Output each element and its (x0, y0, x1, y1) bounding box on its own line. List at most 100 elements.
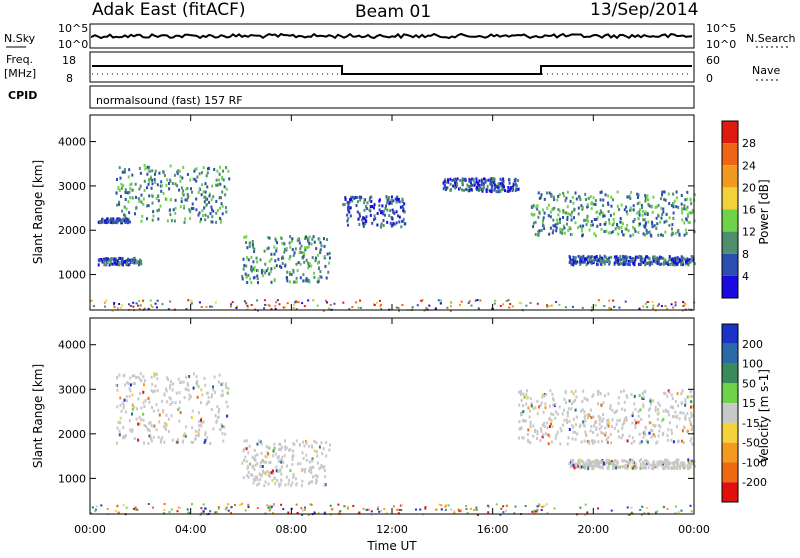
data-cell (244, 272, 247, 276)
data-cell (551, 425, 554, 429)
data-cell (129, 261, 132, 264)
data-cell (383, 507, 386, 510)
noise-tick-bottom-left: 10^0 (58, 38, 88, 51)
data-cell (389, 221, 392, 225)
data-cell (103, 263, 106, 267)
data-cell (627, 229, 630, 233)
data-cell (386, 199, 389, 202)
data-cell (256, 274, 259, 278)
data-cell (206, 171, 209, 175)
data-cell (398, 215, 401, 219)
data-cell (634, 407, 637, 411)
data-cell (584, 419, 587, 423)
data-cell (348, 206, 351, 210)
data-cell (215, 419, 218, 423)
data-cell (239, 504, 242, 507)
data-cell (595, 459, 598, 463)
data-cell (157, 435, 160, 439)
data-cell (145, 424, 147, 428)
data-cell (301, 479, 304, 483)
data-cell (370, 510, 373, 513)
data-cell (156, 209, 159, 213)
data-cell (263, 460, 266, 464)
data-cell (681, 389, 684, 393)
data-cell (586, 214, 589, 218)
data-cell (643, 225, 646, 229)
data-cell (670, 438, 673, 442)
data-cell (616, 419, 619, 423)
data-cell (598, 212, 601, 216)
data-cell (463, 188, 466, 192)
data-cell (466, 188, 469, 192)
data-cell (263, 249, 266, 253)
data-cell (378, 204, 381, 208)
data-cell (315, 247, 318, 251)
data-cell (149, 421, 152, 425)
data-cell (569, 461, 572, 465)
data-cell (134, 506, 137, 509)
data-cell (118, 303, 121, 305)
data-cell (572, 417, 575, 421)
data-cell (636, 192, 639, 196)
data-cell (216, 415, 219, 419)
data-cell (610, 255, 613, 259)
data-cell (443, 180, 446, 183)
data-cell (283, 454, 286, 458)
data-cell (660, 206, 663, 210)
data-cell (124, 188, 127, 192)
data-cell (583, 396, 586, 400)
data-cell (676, 230, 679, 234)
data-cell (524, 419, 527, 423)
data-cell (297, 301, 300, 304)
data-cell (597, 463, 599, 467)
data-cell (266, 504, 269, 507)
data-cell (192, 372, 195, 376)
data-cell (288, 241, 291, 245)
data-cell (236, 305, 238, 308)
data-cell (447, 180, 450, 184)
nave-label: Nave (752, 64, 780, 77)
data-cell (579, 260, 582, 264)
data-cell (639, 208, 642, 212)
data-cell (526, 433, 529, 436)
data-cell (123, 219, 126, 223)
data-cell (195, 167, 198, 171)
data-cell (404, 222, 407, 226)
data-cell (104, 258, 107, 262)
data-cell (658, 259, 660, 263)
data-cell (368, 198, 371, 202)
data-cell (594, 199, 597, 203)
data-cell (126, 262, 129, 265)
data-cell (638, 394, 641, 398)
data-cell (220, 393, 223, 397)
data-cell (647, 408, 650, 412)
y-tick-label: 2000 (58, 428, 86, 441)
data-cell (562, 191, 565, 195)
data-cell (445, 188, 447, 192)
data-cell (612, 221, 615, 225)
data-cell (307, 238, 310, 242)
data-cell (284, 247, 286, 251)
data-cell (200, 388, 203, 392)
data-cell (259, 440, 262, 444)
data-cell (187, 299, 190, 302)
data-cell (337, 503, 340, 506)
data-cell (143, 307, 146, 310)
data-cell (314, 259, 317, 262)
data-cell (682, 301, 685, 303)
data-cell (628, 513, 631, 516)
data-cell (675, 458, 678, 462)
colorbar-swatch (722, 462, 738, 483)
data-cell (644, 199, 647, 203)
freq-trace (92, 65, 692, 75)
data-cell (490, 190, 493, 194)
data-cell (603, 305, 606, 307)
data-cell (596, 257, 599, 261)
data-cell (556, 218, 558, 222)
data-cell (396, 198, 399, 201)
data-cell (675, 461, 678, 465)
data-cell (163, 508, 166, 511)
data-cell (654, 409, 657, 412)
data-cell (654, 260, 657, 264)
data-cell (680, 392, 683, 396)
